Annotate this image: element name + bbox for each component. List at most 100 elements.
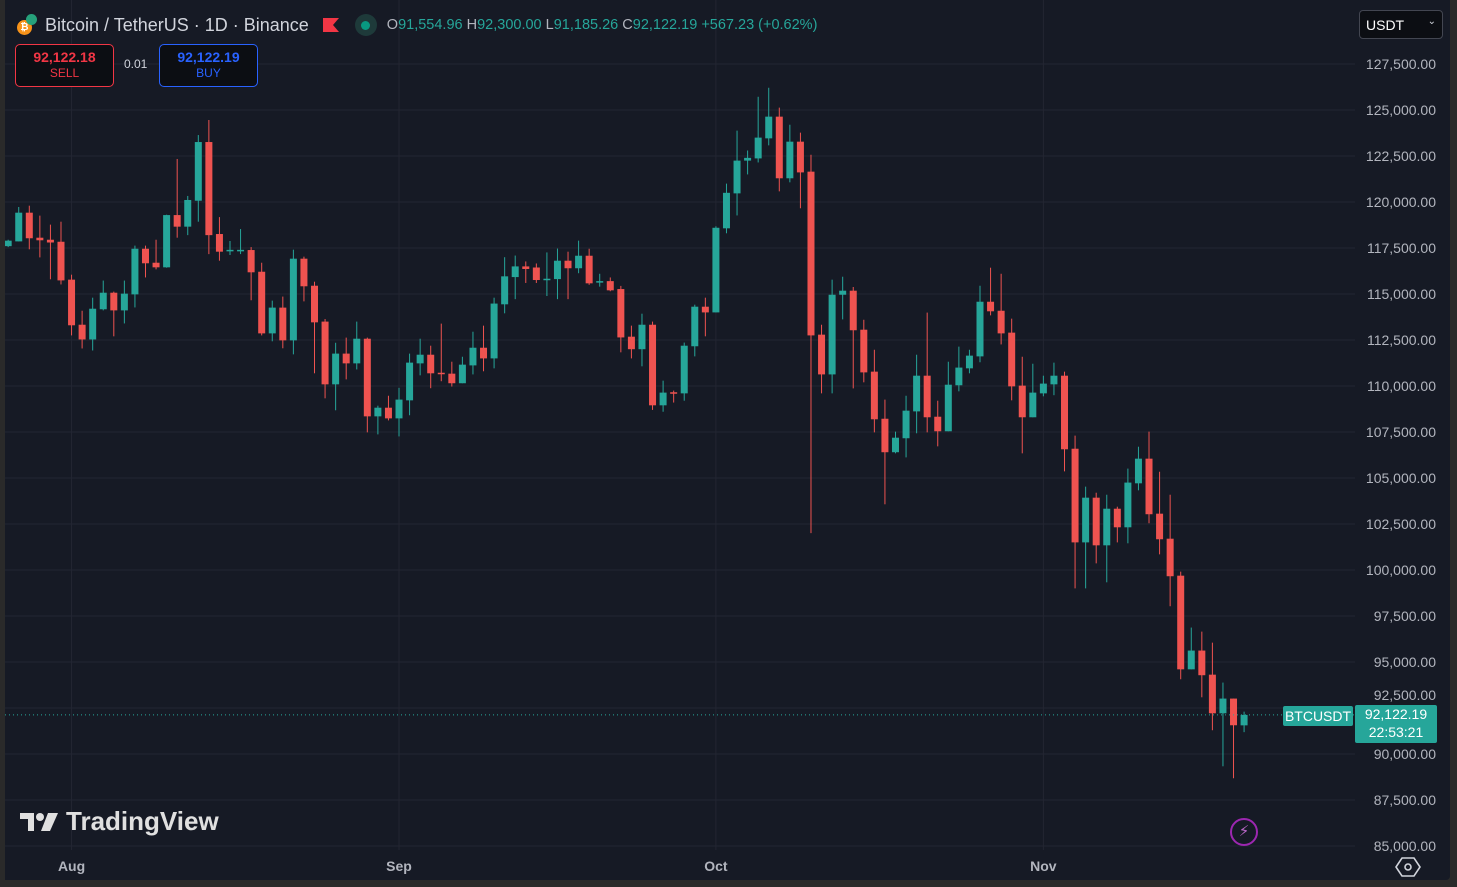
- candle[interactable]: [78, 310, 86, 349]
- candle[interactable]: [691, 304, 699, 357]
- candle[interactable]: [1145, 431, 1153, 524]
- candle[interactable]: [1230, 698, 1238, 779]
- candle[interactable]: [36, 215, 44, 258]
- candle[interactable]: [1008, 318, 1016, 401]
- candle[interactable]: [807, 154, 815, 534]
- candle[interactable]: [194, 135, 202, 222]
- candle[interactable]: [215, 217, 223, 261]
- candle[interactable]: [226, 241, 234, 255]
- candle[interactable]: [987, 267, 995, 316]
- candle[interactable]: [321, 319, 329, 399]
- buy-button[interactable]: 92,122.19 BUY: [159, 44, 258, 87]
- candle[interactable]: [184, 195, 192, 236]
- candle[interactable]: [923, 312, 931, 433]
- candle[interactable]: [965, 349, 973, 374]
- candle[interactable]: [353, 321, 361, 370]
- candle[interactable]: [913, 354, 921, 434]
- candle[interactable]: [68, 274, 76, 336]
- candle[interactable]: [1187, 627, 1195, 670]
- candle[interactable]: [1177, 571, 1185, 680]
- candle[interactable]: [543, 252, 551, 297]
- candle[interactable]: [934, 400, 942, 447]
- candle[interactable]: [860, 319, 868, 383]
- candle[interactable]: [680, 342, 688, 401]
- candle[interactable]: [120, 280, 128, 324]
- candle[interactable]: [89, 297, 97, 351]
- candle[interactable]: [553, 248, 561, 300]
- candle[interactable]: [57, 221, 65, 285]
- candle[interactable]: [279, 296, 287, 349]
- candle[interactable]: [384, 395, 392, 421]
- candle[interactable]: [944, 361, 952, 432]
- candle[interactable]: [406, 353, 414, 416]
- candle[interactable]: [606, 277, 614, 292]
- candle[interactable]: [1039, 375, 1047, 397]
- candle[interactable]: [627, 325, 635, 359]
- lightning-icon[interactable]: ⚡︎: [1230, 818, 1258, 846]
- candle[interactable]: [25, 205, 33, 250]
- candle[interactable]: [722, 183, 730, 234]
- candle[interactable]: [416, 338, 424, 376]
- chart-settings-icon[interactable]: [1392, 855, 1424, 879]
- candle[interactable]: [163, 214, 171, 268]
- market-status-icon[interactable]: [354, 14, 377, 36]
- candle[interactable]: [617, 285, 625, 353]
- candle[interactable]: [775, 107, 783, 192]
- candle[interactable]: [300, 256, 308, 302]
- candle[interactable]: [1061, 371, 1069, 472]
- candle[interactable]: [659, 380, 667, 412]
- flag-icon[interactable]: [322, 18, 339, 32]
- candle[interactable]: [786, 124, 794, 183]
- candle[interactable]: [1208, 642, 1216, 731]
- candle[interactable]: [490, 297, 498, 369]
- symbol-title[interactable]: Bitcoin / TetherUS · 1D · Binance: [45, 14, 309, 35]
- candle[interactable]: [448, 361, 456, 387]
- candle[interactable]: [437, 323, 445, 382]
- candle[interactable]: [374, 405, 382, 435]
- candle[interactable]: [997, 273, 1005, 345]
- candle[interactable]: [733, 130, 741, 216]
- candle[interactable]: [458, 356, 466, 384]
- candle[interactable]: [15, 206, 23, 242]
- candle[interactable]: [575, 240, 583, 274]
- candle[interactable]: [1050, 362, 1058, 396]
- candle[interactable]: [332, 342, 340, 411]
- candle[interactable]: [46, 224, 54, 280]
- candle[interactable]: [237, 229, 245, 255]
- candle[interactable]: [976, 285, 984, 363]
- candle[interactable]: [649, 321, 657, 410]
- tradingview-logo[interactable]: TradingView: [20, 806, 219, 837]
- candle[interactable]: [1113, 506, 1121, 543]
- candle[interactable]: [141, 245, 149, 278]
- candle[interactable]: [870, 349, 878, 433]
- currency-select[interactable]: USDT ⌄: [1359, 10, 1443, 39]
- candle[interactable]: [522, 261, 530, 283]
- candle[interactable]: [480, 325, 488, 372]
- candle[interactable]: [585, 248, 593, 285]
- candle[interactable]: [670, 390, 678, 403]
- candle[interactable]: [5, 239, 12, 248]
- candle[interactable]: [532, 263, 540, 283]
- candle[interactable]: [818, 324, 826, 394]
- candle[interactable]: [1124, 468, 1132, 544]
- candle[interactable]: [955, 346, 963, 392]
- candle[interactable]: [902, 395, 910, 458]
- candlestick-chart[interactable]: [5, 0, 1355, 850]
- candle[interactable]: [1240, 711, 1248, 733]
- candle[interactable]: [395, 387, 403, 437]
- sell-button[interactable]: 92,122.18 SELL: [15, 44, 114, 87]
- candle[interactable]: [1219, 682, 1227, 767]
- candle[interactable]: [427, 345, 435, 389]
- candle[interactable]: [205, 119, 213, 255]
- candle[interactable]: [289, 249, 297, 355]
- candle[interactable]: [311, 281, 319, 374]
- candle[interactable]: [363, 337, 371, 433]
- candle[interactable]: [1156, 471, 1164, 555]
- candle[interactable]: [849, 287, 857, 389]
- candle[interactable]: [1103, 494, 1111, 583]
- candle[interactable]: [754, 96, 762, 163]
- candle[interactable]: [110, 291, 118, 337]
- candle[interactable]: [828, 279, 836, 394]
- candle[interactable]: [1082, 486, 1090, 589]
- candle[interactable]: [712, 226, 720, 313]
